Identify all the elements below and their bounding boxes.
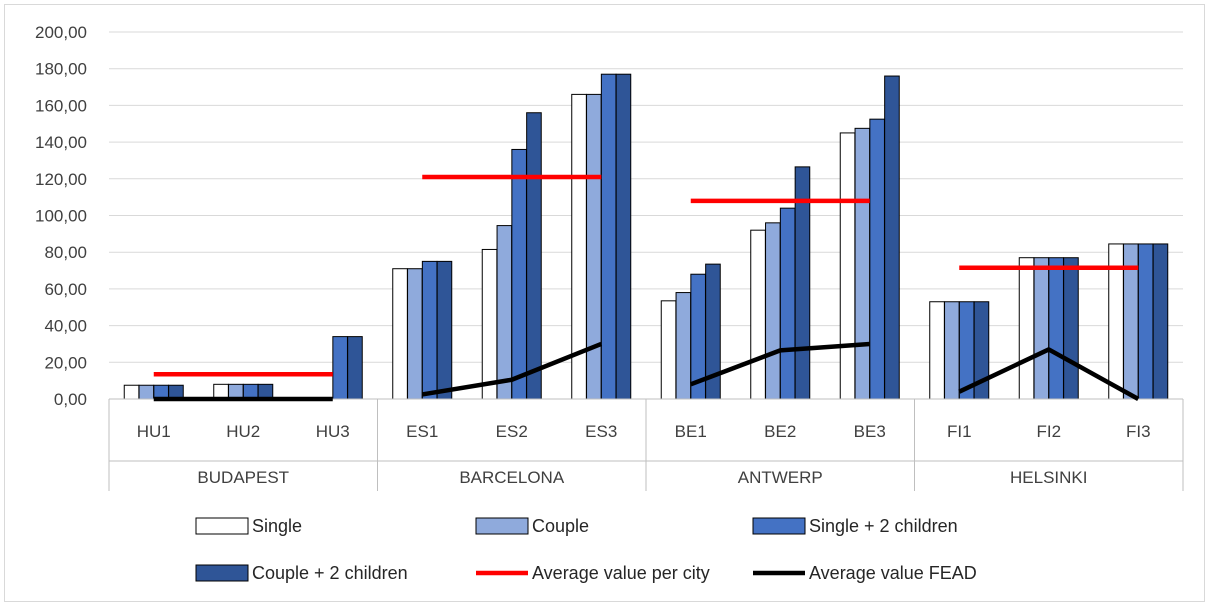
bar-couple-2-children (884, 75, 900, 400)
bar-couple (407, 268, 423, 400)
y-tick-label: 160,00 (35, 96, 87, 115)
x-tick-label: BE3 (854, 422, 886, 441)
bar-single (392, 268, 408, 400)
bar-couple-2-children (526, 112, 542, 400)
legend-couple-2-children-swatch (195, 564, 249, 582)
group-label: BARCELONA (459, 468, 565, 487)
bar-single (481, 248, 498, 400)
x-tick-label: ES1 (406, 422, 438, 441)
x-tick-label: BE1 (675, 422, 707, 441)
bar-single-2-children (600, 73, 617, 400)
x-tick-label: ES3 (585, 422, 617, 441)
legend-single-2-children-label: Single + 2 children (809, 516, 958, 536)
bar-single (1018, 257, 1035, 400)
bar-couple-2-children (615, 73, 632, 400)
bar-single-2-children (779, 207, 796, 400)
y-tick-label: 180,00 (35, 60, 87, 79)
line-average-value-fead (689, 341, 870, 387)
bar-single (929, 301, 945, 400)
legend-single-label: Single (252, 516, 302, 536)
bar-single-2-children (869, 118, 885, 400)
bar-couple (765, 222, 781, 400)
y-tick-label: 120,00 (35, 170, 87, 189)
x-tick-label: ES2 (496, 422, 528, 441)
bar-couple (675, 292, 692, 400)
bar-couple (1033, 257, 1050, 400)
bar-single (660, 300, 677, 400)
bar-couple (854, 127, 871, 400)
y-tick-label: 60,00 (44, 280, 87, 299)
bar-single-2-children (421, 260, 438, 400)
y-tick-label: 40,00 (44, 317, 87, 336)
x-tick-label: HU1 (137, 422, 171, 441)
legend-single-swatch (195, 517, 249, 535)
bar-couple-2-children (1063, 257, 1079, 400)
legend-single-2-children-swatch (752, 517, 806, 535)
x-tick-label: FI3 (1126, 422, 1151, 441)
y-tick-label: 200,00 (35, 23, 87, 42)
legend-average-value-fead-label: Average value FEAD (809, 563, 977, 583)
line-average-value-fead (958, 347, 1140, 401)
bar-couple (944, 301, 960, 400)
group-label: ANTWERP (738, 468, 823, 487)
legend-couple-2-children-label: Couple + 2 children (252, 563, 408, 583)
legend-couple-label: Couple (532, 516, 589, 536)
x-tick-label: FI2 (1036, 422, 1061, 441)
y-tick-label: 80,00 (44, 243, 87, 262)
bar-couple (138, 384, 155, 400)
group-label: HELSINKI (1010, 468, 1087, 487)
bar-single-2-children (1137, 243, 1154, 400)
bar-single-2-children (511, 148, 527, 400)
bar-single-2-children (332, 336, 348, 400)
x-tick-label: FI1 (947, 422, 972, 441)
bar-single (123, 384, 140, 400)
bar-single (750, 229, 766, 400)
bar-couple-2-children (1152, 243, 1169, 400)
y-tick-label: 20,00 (44, 353, 87, 372)
bar-couple (496, 225, 513, 400)
y-tick-label: 0,00 (54, 390, 87, 409)
legend-average-value-per-city-label: Average value per city (532, 563, 710, 583)
x-tick-label: HU3 (316, 422, 350, 441)
group-label: BUDAPEST (197, 468, 289, 487)
bar-couple-2-children (347, 336, 363, 400)
x-tick-label: HU2 (226, 422, 260, 441)
x-tick-label: BE2 (764, 422, 796, 441)
y-tick-label: 100,00 (35, 207, 87, 226)
line-average-value-fead (421, 341, 603, 397)
bar-couple (586, 93, 602, 400)
bar-couple-2-children (436, 260, 453, 400)
legend-couple-swatch (475, 517, 529, 535)
bar-single-2-children (1048, 257, 1064, 400)
y-tick-label: 140,00 (35, 133, 87, 152)
bar-single (839, 132, 856, 400)
